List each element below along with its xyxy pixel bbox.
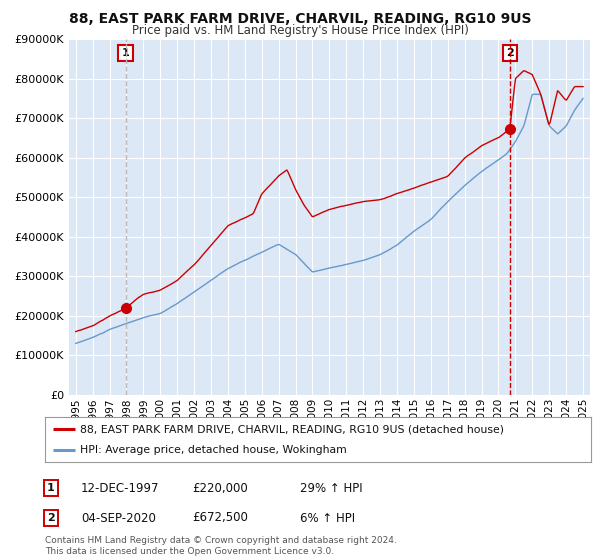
Text: 1: 1	[47, 483, 55, 493]
Text: 04-SEP-2020: 04-SEP-2020	[81, 511, 156, 525]
Text: 88, EAST PARK FARM DRIVE, CHARVIL, READING, RG10 9US: 88, EAST PARK FARM DRIVE, CHARVIL, READI…	[69, 12, 531, 26]
Text: HPI: Average price, detached house, Wokingham: HPI: Average price, detached house, Woki…	[80, 445, 347, 455]
Text: £220,000: £220,000	[192, 482, 248, 495]
Text: Contains HM Land Registry data © Crown copyright and database right 2024.
This d: Contains HM Land Registry data © Crown c…	[45, 536, 397, 556]
Text: 88, EAST PARK FARM DRIVE, CHARVIL, READING, RG10 9US (detached house): 88, EAST PARK FARM DRIVE, CHARVIL, READI…	[80, 424, 505, 435]
Text: £672,500: £672,500	[192, 511, 248, 525]
Text: 1: 1	[122, 48, 130, 58]
Text: 2: 2	[47, 513, 55, 523]
Text: 12-DEC-1997: 12-DEC-1997	[81, 482, 160, 495]
Text: 29% ↑ HPI: 29% ↑ HPI	[300, 482, 362, 495]
Text: 6% ↑ HPI: 6% ↑ HPI	[300, 511, 355, 525]
Text: Price paid vs. HM Land Registry's House Price Index (HPI): Price paid vs. HM Land Registry's House …	[131, 24, 469, 37]
Text: 2: 2	[506, 48, 514, 58]
